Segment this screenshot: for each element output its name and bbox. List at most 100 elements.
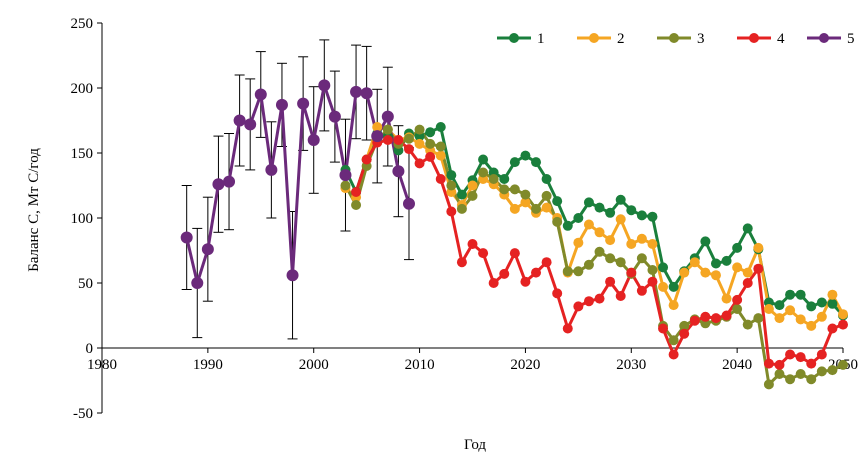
series-2-point: [700, 267, 711, 278]
series-4-point: [456, 257, 467, 268]
series-1-point: [774, 300, 785, 311]
series-2-point: [605, 235, 616, 246]
series-2-point: [583, 219, 594, 230]
series-2-point: [467, 180, 478, 191]
series-4-point: [689, 315, 700, 326]
series-4-point: [446, 206, 457, 217]
series-1-point: [499, 174, 510, 184]
series-5-point: [254, 88, 267, 101]
series-4-point: [816, 349, 827, 360]
series-2-point: [721, 293, 732, 304]
series-2-point: [658, 281, 669, 292]
series-5-point: [392, 165, 405, 178]
series-3-point: [774, 369, 785, 379]
x-tick-label: 2020: [510, 357, 540, 373]
x-axis-title: Год: [464, 437, 486, 453]
series-3-point: [827, 365, 838, 376]
series-5-point: [339, 169, 352, 182]
series-3-point: [562, 266, 573, 277]
series-3-point: [478, 167, 489, 178]
x-tick-label: 2010: [405, 357, 435, 373]
series-2-point: [573, 237, 584, 248]
series-1-point: [478, 154, 489, 165]
series-3-point: [615, 257, 626, 268]
series-4-point: [753, 263, 764, 274]
series-3-point: [806, 374, 817, 385]
series-1-point: [732, 242, 743, 253]
series-3-point: [456, 203, 467, 214]
series-5-point: [233, 114, 246, 127]
series-4-point: [531, 267, 542, 278]
series-2-point: [372, 122, 383, 132]
series-2-point: [806, 320, 817, 331]
legend-swatch-marker: [669, 33, 679, 43]
x-tick-label: 1990: [193, 357, 223, 373]
series-1-point: [827, 298, 838, 309]
legend-swatch-marker: [819, 33, 829, 43]
series-5-point: [191, 277, 204, 289]
series-2-point: [647, 239, 658, 249]
series-lines: [185, 83, 845, 386]
series-1-point: [541, 174, 552, 184]
series-5-point: [244, 118, 257, 131]
series-1-point: [668, 281, 679, 292]
series-1-point: [583, 197, 594, 208]
series-3-point: [351, 200, 362, 210]
y-tick-label: 150: [71, 146, 94, 162]
series-1-line: [344, 125, 845, 317]
series-2-point: [838, 309, 848, 320]
y-tick-label: 200: [71, 81, 94, 97]
series-4-point: [403, 144, 414, 155]
series-5-point: [381, 110, 394, 123]
series-4-point: [742, 278, 753, 288]
series-4-point: [541, 257, 552, 268]
series-3-point: [425, 138, 436, 149]
series-3-point: [785, 374, 796, 385]
series-1-point: [647, 211, 658, 222]
legend-label: 4: [777, 31, 785, 47]
series-2-point: [816, 311, 827, 322]
series-3-point: [647, 265, 658, 275]
series-4-point: [806, 358, 817, 369]
series-points: [180, 79, 848, 390]
series-4-point: [827, 323, 838, 334]
series-4-point: [425, 151, 436, 162]
series-4-point: [838, 319, 848, 330]
series-5-point: [350, 85, 363, 98]
series-4-point: [710, 313, 721, 324]
series-5-point: [265, 163, 278, 176]
series-3-point: [573, 266, 584, 277]
series-1-point: [785, 289, 796, 300]
series-4-point: [679, 328, 690, 339]
series-2-point: [827, 289, 838, 300]
series-4-point: [552, 288, 563, 299]
x-tick-label: 2040: [722, 357, 752, 373]
series-2-point: [785, 305, 796, 316]
series-2-point: [636, 233, 647, 244]
series-1-point: [531, 157, 542, 168]
series-4-point: [478, 248, 489, 259]
series-3-point: [594, 246, 605, 257]
series-2-point: [541, 202, 552, 213]
legend-label: 5: [847, 31, 855, 47]
series-2-point: [668, 300, 679, 311]
series-3-point: [732, 304, 743, 314]
series-1-point: [509, 157, 520, 168]
series-4-point: [351, 187, 362, 197]
series-4-point: [668, 349, 679, 360]
series-3-point: [816, 366, 827, 377]
series-2-point: [774, 313, 785, 324]
series-1-point: [806, 301, 817, 312]
series-3-point: [753, 313, 764, 324]
series-5-point: [201, 243, 214, 256]
series-1-point: [626, 205, 637, 216]
legend-swatch-marker: [589, 33, 599, 43]
series-3-point: [541, 190, 552, 201]
series-3-point: [552, 216, 563, 227]
series-1-point: [573, 213, 584, 223]
series-3-point: [605, 253, 616, 264]
series-1-point: [552, 196, 563, 207]
series-5-point: [402, 197, 415, 210]
series-2-point: [626, 239, 637, 249]
series-4-point: [636, 285, 647, 296]
